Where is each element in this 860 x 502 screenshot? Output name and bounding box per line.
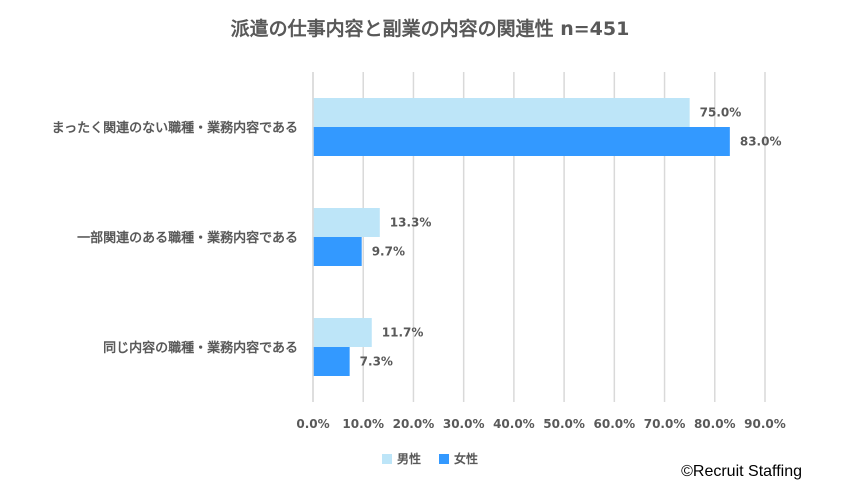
legend-swatch-female: [439, 453, 449, 464]
data-label: 9.7%: [372, 245, 405, 259]
bar-male: [313, 208, 380, 237]
x-tick-label: 20.0%: [393, 417, 435, 431]
x-tick-label: 50.0%: [543, 417, 585, 431]
x-tick-label: 90.0%: [744, 417, 786, 431]
data-label: 75.0%: [700, 106, 742, 120]
data-label: 83.0%: [740, 135, 782, 149]
x-tick-label: 0.0%: [296, 417, 329, 431]
legend-label-female: 女性: [454, 452, 479, 466]
data-label: 11.7%: [382, 326, 424, 340]
legend-item-male: 男性: [381, 450, 421, 467]
bar-female: [313, 347, 350, 376]
copyright-credit: ©Recruit Staffing: [681, 463, 802, 480]
legend-swatch-male: [381, 453, 392, 464]
bar-female: [313, 127, 730, 156]
legend-label-male: 男性: [396, 452, 421, 466]
x-tick-label: 80.0%: [694, 417, 736, 431]
category-label: 同じ内容の職種・業務内容である: [103, 340, 298, 356]
data-label: 13.3%: [390, 216, 432, 230]
x-tick-label: 60.0%: [594, 417, 636, 431]
legend-item-female: 女性: [439, 450, 478, 467]
x-tick-label: 70.0%: [644, 417, 686, 431]
x-tick-label: 40.0%: [493, 417, 535, 431]
data-label: 7.3%: [360, 355, 393, 369]
chart-title: 派遣の仕事内容と副業の内容の関連性 n=451: [230, 18, 630, 40]
bar-male: [313, 98, 690, 127]
x-tick-label: 30.0%: [443, 417, 485, 431]
bar-male: [313, 318, 372, 347]
category-label: まったく関連のない職種・業務内容である: [52, 120, 298, 136]
legend: 男性 女性: [0, 450, 860, 467]
bar-female: [313, 237, 362, 266]
category-label: 一部関連のある職種・業務内容である: [77, 230, 298, 246]
x-tick-label: 10.0%: [342, 417, 384, 431]
